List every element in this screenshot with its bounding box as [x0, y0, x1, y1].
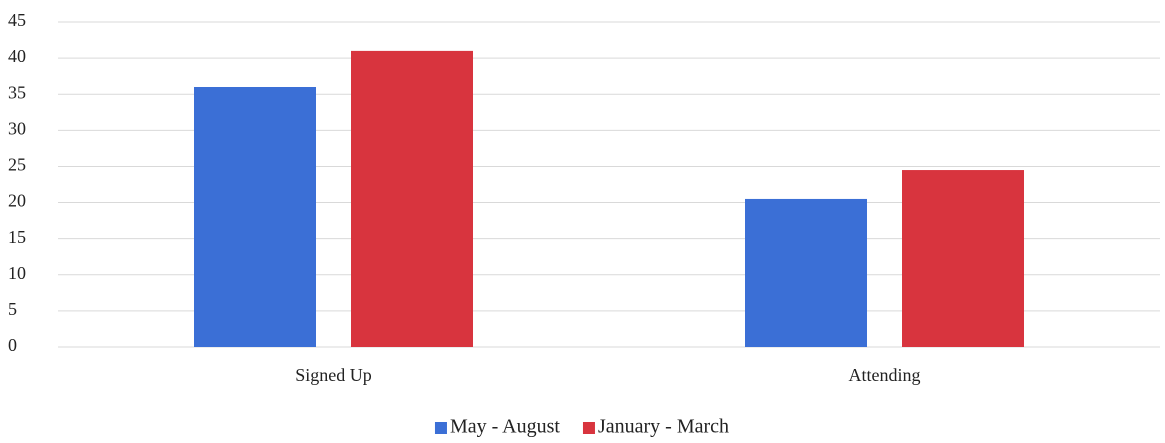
- legend-swatch: [434, 422, 447, 434]
- y-tick-label: 35: [8, 82, 26, 102]
- bar: [351, 50, 473, 348]
- legend-label: May - August: [450, 416, 560, 438]
- bar: [745, 198, 867, 347]
- y-tick-label: 30: [8, 118, 26, 138]
- y-tick-label: 5: [8, 299, 17, 319]
- y-tick-label: 0: [8, 335, 17, 355]
- y-tick-label: 20: [8, 191, 26, 211]
- bar: [194, 87, 316, 347]
- legend-label: January - March: [598, 416, 729, 438]
- y-tick-label: 15: [8, 227, 26, 247]
- bar: [902, 170, 1024, 347]
- legend-swatch: [582, 422, 595, 434]
- y-tick-label: 45: [8, 10, 26, 30]
- x-tick-label: Attending: [849, 365, 921, 385]
- x-tick-label: Signed Up: [295, 365, 372, 385]
- y-tick-label: 10: [8, 263, 26, 283]
- y-tick-label: 40: [8, 46, 26, 66]
- y-tick-label: 25: [8, 155, 26, 175]
